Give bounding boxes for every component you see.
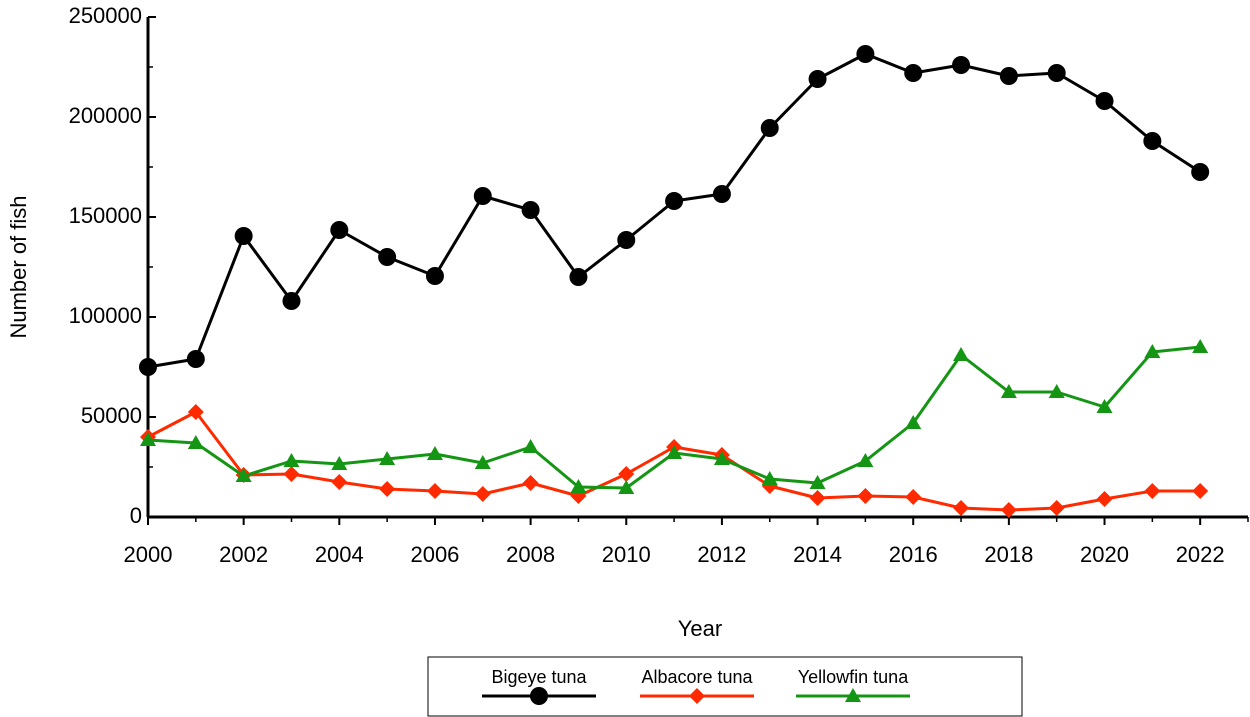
marker [1192, 483, 1209, 499]
legend: Bigeye tuna Albacore tuna Yellowfin tuna [482, 667, 910, 705]
marker [618, 466, 635, 482]
marker [808, 70, 827, 88]
marker [857, 488, 874, 504]
marker [761, 471, 778, 485]
marker [904, 64, 923, 82]
marker [689, 688, 705, 704]
marker [712, 185, 731, 203]
x-tick-label: 2022 [1176, 542, 1225, 567]
marker [905, 489, 922, 505]
marker [1000, 502, 1017, 518]
marker [1143, 132, 1162, 150]
marker [856, 45, 875, 63]
marker [1048, 500, 1065, 516]
marker [379, 481, 396, 497]
marker [665, 192, 684, 210]
marker [809, 475, 826, 489]
x-tick-label: 2006 [410, 542, 459, 567]
marker [1144, 344, 1161, 358]
marker [378, 248, 397, 266]
series-line [147, 52, 1201, 369]
marker [234, 227, 253, 245]
marker [617, 231, 636, 249]
marker [331, 474, 348, 490]
y-tick-label: 250000 [69, 3, 142, 28]
legend-label: Albacore tuna [641, 667, 753, 687]
y-tick-label: 0 [130, 503, 142, 528]
marker [283, 466, 300, 482]
marker [999, 67, 1018, 85]
legend-label: Yellowfin tuna [798, 667, 909, 687]
marker [618, 480, 635, 494]
marker [1048, 384, 1065, 398]
marker [713, 451, 730, 465]
marker [809, 490, 826, 506]
marker [330, 221, 349, 239]
marker [1095, 92, 1114, 110]
x-tick-label: 2010 [602, 542, 651, 567]
x-axis-label: Year [678, 616, 722, 641]
marker [186, 350, 205, 368]
marker [952, 56, 971, 74]
marker [666, 445, 683, 459]
x-tick-label: 2012 [697, 542, 746, 567]
marker [1096, 491, 1113, 507]
marker [1096, 399, 1113, 413]
marker [474, 486, 491, 502]
x-tick-label: 2016 [889, 542, 938, 567]
marker [426, 446, 443, 460]
marker [139, 358, 157, 376]
series-line [147, 345, 1201, 490]
marker [905, 415, 922, 429]
x-tick-label: 2000 [124, 542, 173, 567]
y-tick-label: 200000 [69, 103, 142, 128]
marker [235, 468, 252, 482]
marker [187, 435, 204, 449]
marker [1192, 339, 1209, 353]
marker [570, 479, 587, 493]
x-tick-label: 2004 [315, 542, 364, 567]
marker [1191, 163, 1210, 181]
marker [953, 347, 970, 361]
marker [845, 688, 861, 702]
legend-box [427, 656, 1023, 717]
marker [187, 404, 204, 420]
x-tick-label: 2002 [219, 542, 268, 567]
y-axis-label: Number of fish [6, 195, 31, 338]
marker [569, 268, 588, 286]
x-tick-label: 2014 [793, 542, 842, 567]
marker [530, 687, 548, 705]
marker [426, 483, 443, 499]
marker [857, 453, 874, 467]
marker [282, 292, 301, 310]
x-tick-label: 2020 [1080, 542, 1129, 567]
y-tick-label: 50000 [81, 403, 142, 428]
y-tick-label: 150000 [69, 203, 142, 228]
marker [474, 455, 491, 469]
x-tick-label: 2018 [984, 542, 1033, 567]
legend-label: Bigeye tuna [491, 667, 587, 687]
marker [140, 432, 156, 446]
marker [473, 187, 492, 205]
marker [522, 439, 539, 453]
x-tick-label: 2008 [506, 542, 555, 567]
marker [760, 119, 779, 137]
marker [521, 201, 540, 219]
marker [522, 475, 539, 491]
marker [379, 451, 396, 465]
y-tick-label: 100000 [69, 303, 142, 328]
marker [1000, 384, 1017, 398]
marker [331, 456, 348, 470]
marker [425, 267, 444, 285]
marker [1144, 483, 1161, 499]
marker [283, 453, 300, 467]
marker [1047, 64, 1066, 82]
marker [953, 500, 970, 516]
